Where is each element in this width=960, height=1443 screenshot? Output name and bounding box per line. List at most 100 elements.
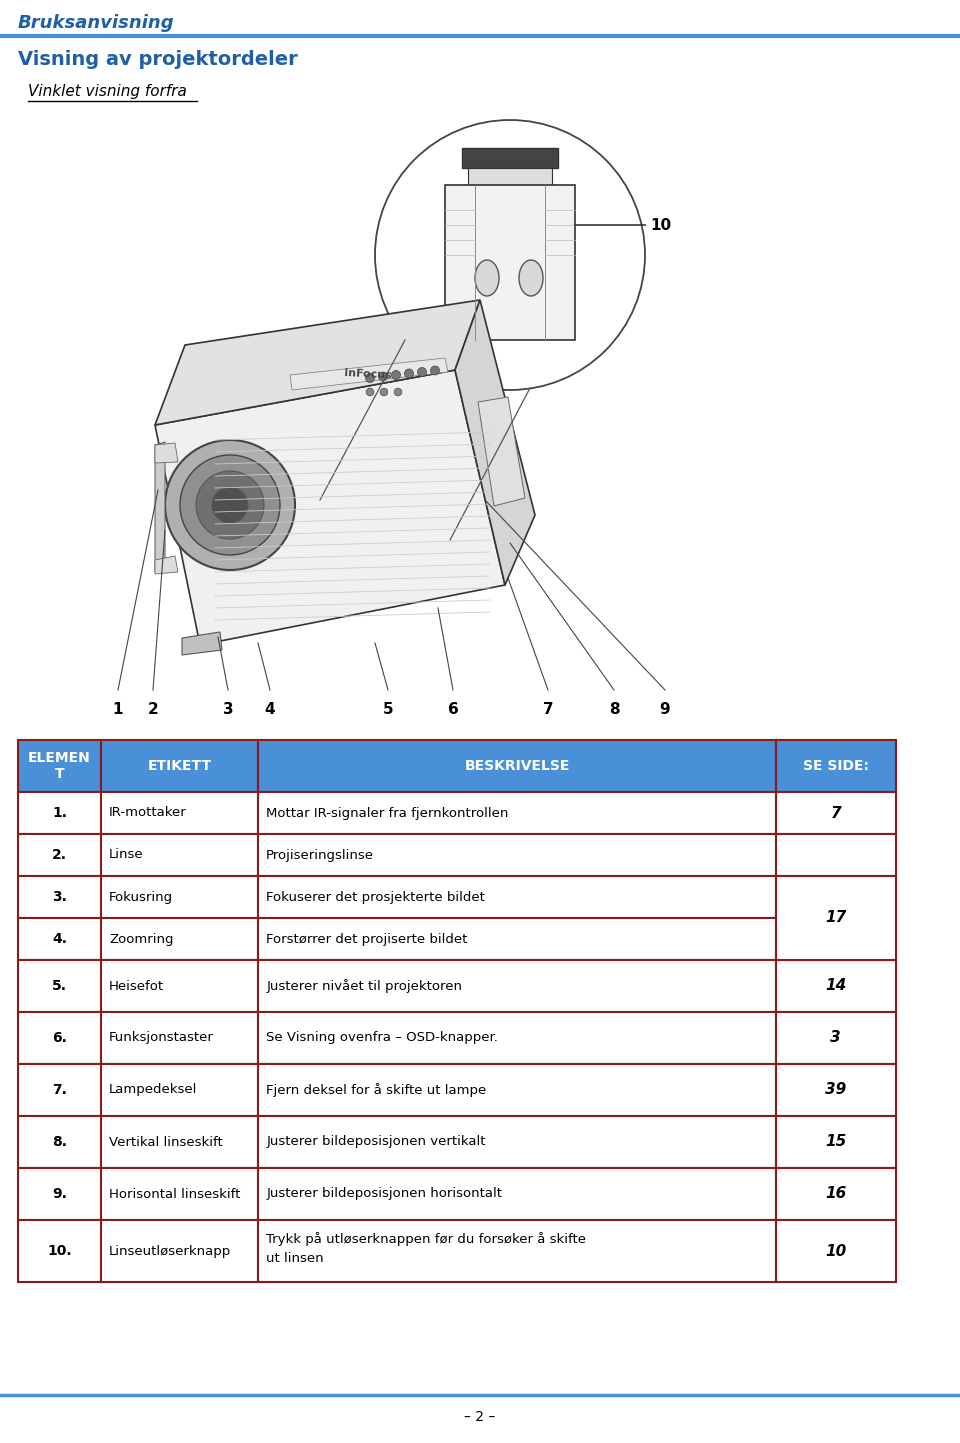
Text: 5: 5: [383, 703, 394, 717]
Text: SE SIDE:: SE SIDE:: [803, 759, 869, 773]
Bar: [258, 1219, 776, 1281]
Bar: [776, 740, 896, 792]
Bar: [258, 1115, 776, 1167]
Circle shape: [366, 388, 373, 395]
Text: Forstørrer det projiserte bildet: Forstørrer det projiserte bildet: [266, 932, 468, 945]
Text: 17: 17: [825, 911, 847, 925]
Polygon shape: [455, 300, 535, 584]
Text: 8: 8: [609, 703, 619, 717]
Bar: [101, 918, 258, 960]
Bar: [258, 1167, 776, 1219]
Text: 8.: 8.: [52, 1136, 67, 1149]
Polygon shape: [462, 149, 558, 167]
Text: 10.: 10.: [47, 1244, 72, 1258]
Circle shape: [180, 455, 280, 556]
Text: 9: 9: [660, 703, 670, 717]
Text: Heisefot: Heisefot: [109, 980, 164, 993]
Text: ETIKETT: ETIKETT: [148, 759, 212, 773]
Text: 2: 2: [148, 703, 158, 717]
Text: 4.: 4.: [52, 932, 67, 947]
Polygon shape: [155, 300, 480, 426]
Bar: [776, 834, 896, 876]
Bar: [18, 876, 101, 918]
Bar: [18, 1063, 101, 1115]
Text: 16: 16: [825, 1186, 847, 1202]
Polygon shape: [155, 369, 505, 645]
Polygon shape: [182, 632, 222, 655]
Text: Fokuserer det prosjekterte bildet: Fokuserer det prosjekterte bildet: [266, 890, 485, 903]
Text: 1: 1: [112, 703, 123, 717]
Text: Se Visning ovenfra – OSD-knapper.: Se Visning ovenfra – OSD-knapper.: [266, 1032, 498, 1045]
Text: ut linsen: ut linsen: [266, 1253, 324, 1266]
Polygon shape: [478, 397, 525, 506]
Text: 6.: 6.: [52, 1030, 67, 1045]
Text: 3.: 3.: [52, 890, 67, 903]
Text: Vertikal linseskift: Vertikal linseskift: [109, 1136, 223, 1149]
Text: Trykk på utløserknappen før du forsøker å skifte: Trykk på utløserknappen før du forsøker …: [266, 1232, 587, 1245]
Bar: [101, 876, 258, 918]
Text: 3: 3: [830, 1030, 841, 1046]
Text: Justerer bildeposisjonen vertikalt: Justerer bildeposisjonen vertikalt: [266, 1136, 486, 1149]
Text: 7: 7: [542, 703, 553, 717]
Bar: [258, 792, 776, 834]
Bar: [101, 792, 258, 834]
Text: Vinklet visning forfra: Vinklet visning forfra: [28, 84, 187, 100]
Bar: [101, 1063, 258, 1115]
Text: Linseutløserknapp: Linseutløserknapp: [109, 1244, 231, 1257]
Text: Lampedeksel: Lampedeksel: [109, 1084, 198, 1097]
Text: Fokusring: Fokusring: [109, 890, 174, 903]
Bar: [18, 740, 101, 792]
Text: 6: 6: [447, 703, 458, 717]
Polygon shape: [468, 167, 552, 185]
Circle shape: [380, 388, 388, 395]
Bar: [101, 1219, 258, 1281]
Circle shape: [395, 388, 402, 395]
Text: Mottar IR-signaler fra fjernkontrollen: Mottar IR-signaler fra fjernkontrollen: [266, 807, 509, 820]
Bar: [258, 1012, 776, 1063]
Text: 5.: 5.: [52, 978, 67, 993]
Circle shape: [378, 372, 388, 381]
Polygon shape: [445, 185, 575, 341]
Bar: [101, 834, 258, 876]
Polygon shape: [155, 442, 165, 571]
Text: Funksjonstaster: Funksjonstaster: [109, 1032, 214, 1045]
Circle shape: [392, 371, 400, 380]
Polygon shape: [155, 556, 178, 574]
Text: 4: 4: [265, 703, 276, 717]
Bar: [776, 1063, 896, 1115]
Bar: [258, 834, 776, 876]
Text: Horisontal linseskift: Horisontal linseskift: [109, 1188, 241, 1201]
Text: Projiseringslinse: Projiseringslinse: [266, 848, 374, 861]
Ellipse shape: [475, 260, 499, 296]
Bar: [18, 834, 101, 876]
Circle shape: [366, 374, 374, 382]
Bar: [776, 1167, 896, 1219]
Text: Fjern deksel for å skifte ut lampe: Fjern deksel for å skifte ut lampe: [266, 1084, 487, 1097]
Bar: [101, 960, 258, 1012]
Polygon shape: [155, 443, 178, 463]
Text: 7: 7: [830, 805, 841, 821]
Text: Zoomring: Zoomring: [109, 932, 174, 945]
Text: Justerer nivået til projektoren: Justerer nivået til projektoren: [266, 978, 463, 993]
Bar: [258, 876, 776, 918]
Text: 14: 14: [825, 978, 847, 993]
Text: 3: 3: [223, 703, 233, 717]
Ellipse shape: [519, 260, 543, 296]
Bar: [101, 1167, 258, 1219]
Bar: [18, 1219, 101, 1281]
Bar: [18, 1012, 101, 1063]
Bar: [776, 1115, 896, 1167]
Text: Bruksanvisning: Bruksanvisning: [18, 14, 175, 32]
Bar: [776, 876, 896, 960]
Polygon shape: [290, 358, 448, 390]
Bar: [776, 1219, 896, 1281]
Bar: [101, 740, 258, 792]
Text: 9.: 9.: [52, 1188, 67, 1201]
Text: 2.: 2.: [52, 848, 67, 861]
Text: – 2 –: – 2 –: [465, 1410, 495, 1424]
Text: InFocus: InFocus: [344, 368, 392, 381]
Bar: [18, 960, 101, 1012]
Circle shape: [418, 368, 426, 377]
Bar: [776, 792, 896, 834]
Bar: [101, 1012, 258, 1063]
